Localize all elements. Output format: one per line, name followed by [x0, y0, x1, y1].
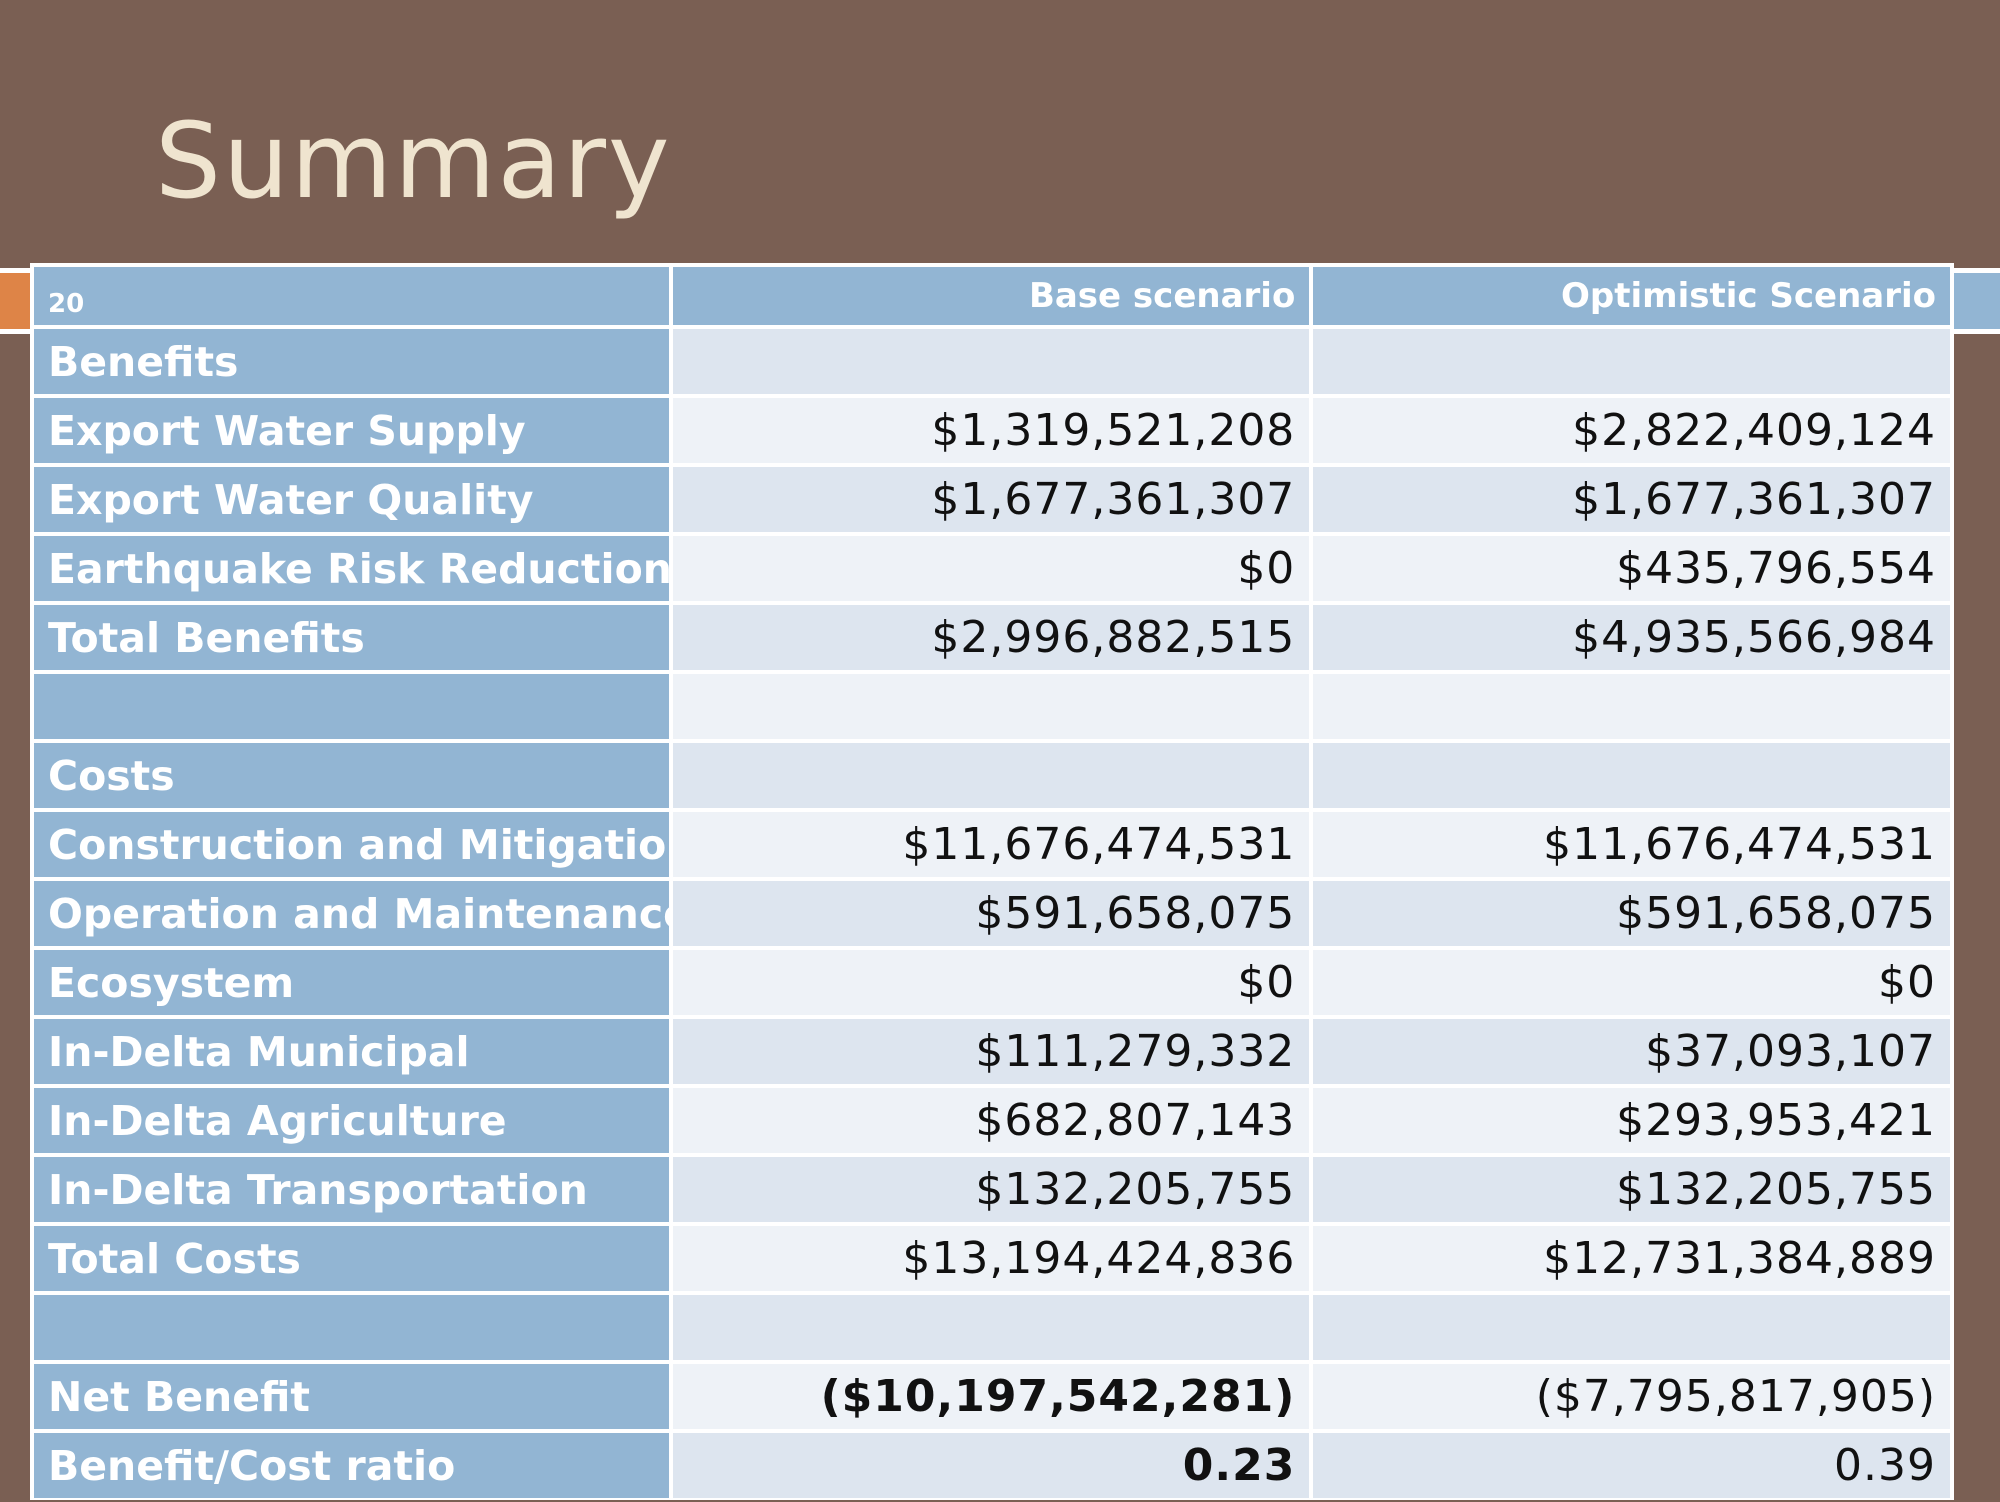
base-value: $682,807,143 [672, 1088, 1310, 1153]
table-row: Construction and Mitigation $11,676,474,… [34, 812, 1950, 877]
optimistic-value [1313, 329, 1950, 394]
optimistic-value: $1,677,361,307 [1313, 467, 1950, 532]
base-value: 0.23 [672, 1433, 1310, 1498]
optimistic-value [1313, 674, 1950, 739]
row-label: Earthquake Risk Reduction [34, 536, 669, 601]
table-row [34, 674, 1950, 739]
base-value: $132,205,755 [672, 1157, 1310, 1222]
optimistic-value: $293,953,421 [1313, 1088, 1950, 1153]
row-label: In-Delta Municipal [34, 1019, 669, 1084]
table-row: In-Delta Municipal $111,279,332 $37,093,… [34, 1019, 1950, 1084]
optimistic-value: $12,731,384,889 [1313, 1226, 1950, 1291]
row-label: Export Water Quality [34, 467, 669, 532]
row-label: Total Benefits [34, 605, 669, 670]
optimistic-value: $0 [1313, 950, 1950, 1015]
optimistic-value: ($7,795,817,905) [1313, 1364, 1950, 1429]
table-row [34, 1295, 1950, 1360]
base-value: $1,319,521,208 [672, 398, 1310, 463]
accent-bar-left [0, 268, 30, 334]
optimistic-value: $2,822,409,124 [1313, 398, 1950, 463]
table-row: Earthquake Risk Reduction $0 $435,796,55… [34, 536, 1950, 601]
optimistic-value: $11,676,474,531 [1313, 812, 1950, 877]
table-row: Export Water Quality $1,677,361,307 $1,6… [34, 467, 1950, 532]
table-row: Benefit/Cost ratio 0.23 0.39 [34, 1433, 1950, 1498]
row-label [34, 1295, 669, 1360]
optimistic-value [1313, 743, 1950, 808]
table-row: Net Benefit ($10,197,542,281) ($7,795,81… [34, 1364, 1950, 1429]
base-value [672, 674, 1310, 739]
summary-table: 20 Base scenario Optimistic Scenario Ben… [30, 263, 1954, 1502]
base-value: $11,676,474,531 [672, 812, 1310, 877]
table-row: In-Delta Transportation $132,205,755 $13… [34, 1157, 1950, 1222]
row-label: In-Delta Agriculture [34, 1088, 669, 1153]
base-value [672, 743, 1310, 808]
row-label: Total Costs [34, 1226, 669, 1291]
table-header-row: 20 Base scenario Optimistic Scenario [34, 267, 1950, 325]
table-row: Costs [34, 743, 1950, 808]
row-label: Construction and Mitigation [34, 812, 669, 877]
row-label: Costs [34, 743, 669, 808]
row-label: In-Delta Transportation [34, 1157, 669, 1222]
base-value: $0 [672, 950, 1310, 1015]
table-row: Total Benefits $2,996,882,515 $4,935,566… [34, 605, 1950, 670]
accent-bar-right [1950, 268, 2000, 334]
base-value: ($10,197,542,281) [672, 1364, 1310, 1429]
row-label: Net Benefit [34, 1364, 669, 1429]
row-label: Export Water Supply [34, 398, 669, 463]
table-row: In-Delta Agriculture $682,807,143 $293,9… [34, 1088, 1950, 1153]
base-value: $13,194,424,836 [672, 1226, 1310, 1291]
table-row: Ecosystem $0 $0 [34, 950, 1950, 1015]
row-label [34, 674, 669, 739]
row-label: Benefits [34, 329, 669, 394]
optimistic-value: $591,658,075 [1313, 881, 1950, 946]
summary-table-container: 20 Base scenario Optimistic Scenario Ben… [30, 263, 1954, 1500]
row-label: Operation and Maintenance [34, 881, 669, 946]
slide-number: 20 [34, 267, 669, 325]
base-value: $591,658,075 [672, 881, 1310, 946]
table-row: Operation and Maintenance $591,658,075 $… [34, 881, 1950, 946]
optimistic-value: 0.39 [1313, 1433, 1950, 1498]
base-value: $1,677,361,307 [672, 467, 1310, 532]
base-value [672, 329, 1310, 394]
optimistic-value: $4,935,566,984 [1313, 605, 1950, 670]
slide-title: Summary [155, 100, 672, 222]
table-row: Total Costs $13,194,424,836 $12,731,384,… [34, 1226, 1950, 1291]
base-value: $111,279,332 [672, 1019, 1310, 1084]
table-row: Benefits [34, 329, 1950, 394]
header-optimistic-scenario: Optimistic Scenario [1313, 267, 1950, 325]
optimistic-value: $132,205,755 [1313, 1157, 1950, 1222]
row-label: Ecosystem [34, 950, 669, 1015]
header-base-scenario: Base scenario [672, 267, 1310, 325]
base-value: $2,996,882,515 [672, 605, 1310, 670]
optimistic-value: $37,093,107 [1313, 1019, 1950, 1084]
optimistic-value: $435,796,554 [1313, 536, 1950, 601]
base-value [672, 1295, 1310, 1360]
row-label: Benefit/Cost ratio [34, 1433, 669, 1498]
base-value: $0 [672, 536, 1310, 601]
optimistic-value [1313, 1295, 1950, 1360]
table-row: Export Water Supply $1,319,521,208 $2,82… [34, 398, 1950, 463]
